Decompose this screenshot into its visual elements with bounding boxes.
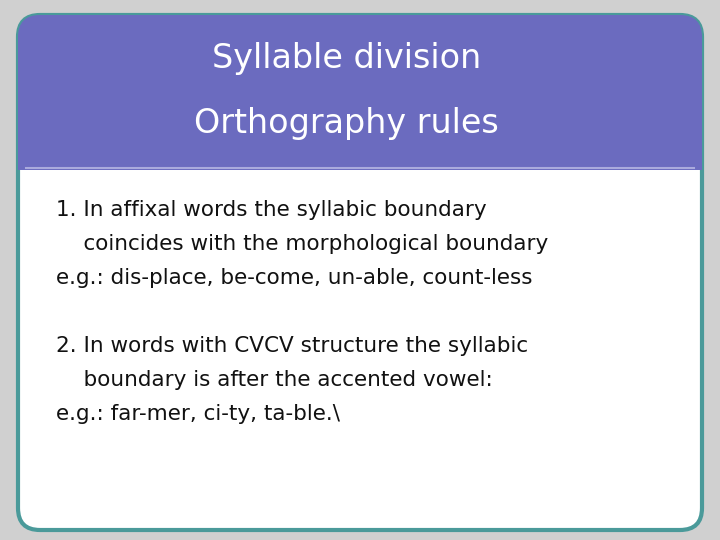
Text: e.g.: dis-place, be-come, un-able, count-less: e.g.: dis-place, be-come, un-able, count… bbox=[56, 268, 533, 288]
Bar bbox=[18, 148, 702, 170]
Text: boundary is after the accented vowel:: boundary is after the accented vowel: bbox=[56, 370, 492, 390]
Text: Orthography rules: Orthography rules bbox=[194, 107, 499, 140]
Text: 2. In words with CVCV structure the syllabic: 2. In words with CVCV structure the syll… bbox=[56, 336, 528, 356]
Text: coincides with the morphological boundary: coincides with the morphological boundar… bbox=[56, 234, 548, 254]
Text: 1. In affixal words the syllabic boundary: 1. In affixal words the syllabic boundar… bbox=[56, 200, 487, 220]
Text: Syllable division: Syllable division bbox=[212, 42, 481, 75]
Text: e.g.: far-mer, ci-ty, ta-ble.\: e.g.: far-mer, ci-ty, ta-ble.\ bbox=[56, 404, 340, 424]
FancyBboxPatch shape bbox=[18, 15, 702, 170]
FancyBboxPatch shape bbox=[18, 15, 702, 530]
